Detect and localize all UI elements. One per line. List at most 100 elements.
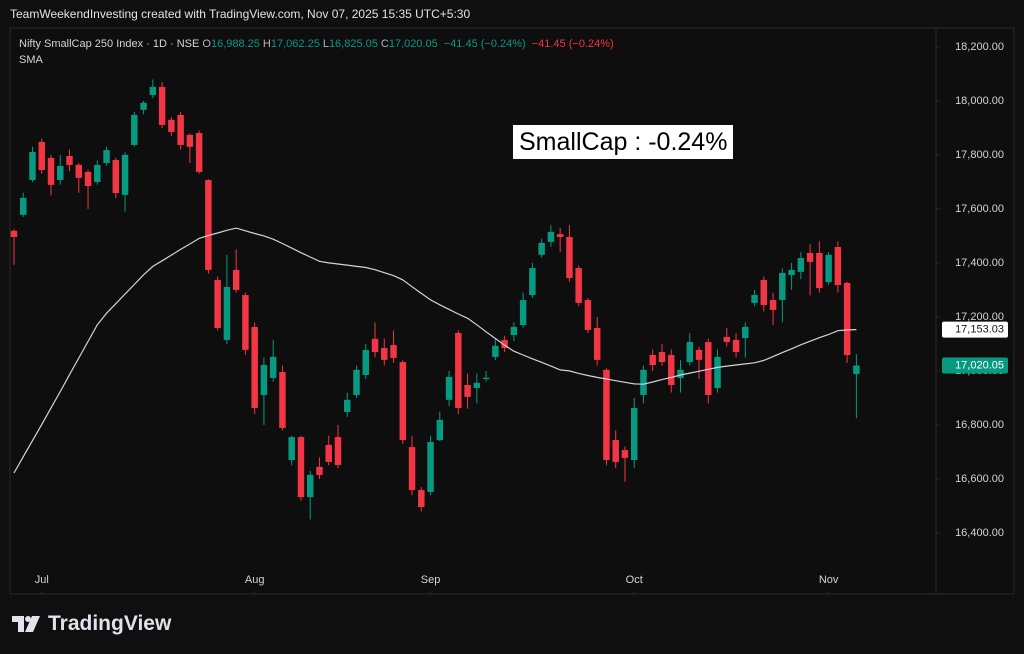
candle-body — [94, 164, 101, 182]
candle-body — [223, 286, 231, 340]
candle-body — [112, 160, 120, 193]
candle-body — [538, 242, 545, 255]
candle-body — [556, 234, 564, 238]
candle-body — [279, 372, 286, 428]
candle-body — [510, 326, 518, 336]
candle-body — [158, 86, 166, 125]
candle-body — [362, 349, 369, 375]
candle-body — [57, 165, 64, 181]
candle-body — [381, 347, 388, 360]
price-label-box — [942, 357, 1008, 374]
candle-body — [603, 369, 610, 461]
candle-body — [121, 154, 129, 195]
candle-body — [668, 355, 675, 385]
x-tick-label: Sep — [421, 574, 441, 586]
candle-body — [214, 279, 221, 329]
legend-prefix: L — [322, 38, 329, 50]
candle-body — [686, 342, 693, 363]
candle-body — [788, 269, 795, 276]
y-tick-label: 17,200.00 — [955, 311, 1004, 323]
candle-body — [806, 252, 814, 262]
candle-body — [75, 164, 83, 178]
price-label: 17,020.05 — [955, 359, 1004, 371]
legend: Nifty SmallCap 250 Index · 1D · NSE O16,… — [19, 36, 617, 68]
candle-body — [464, 384, 471, 397]
candle-body — [612, 440, 619, 462]
legend-change: −41.45 (−0.24%) — [443, 38, 526, 50]
candle-body — [19, 197, 27, 215]
legend-row: Nifty SmallCap 250 Index · 1D · NSE O16,… — [19, 36, 617, 52]
candle-body — [269, 356, 277, 378]
candle-body — [232, 269, 240, 290]
candle-body — [10, 230, 18, 238]
candle-body — [316, 466, 323, 475]
candle-body — [103, 150, 110, 164]
candle-body — [390, 345, 397, 358]
candle-body — [714, 356, 721, 388]
y-tick-label: 16,800.00 — [955, 419, 1004, 431]
logo-icon — [12, 616, 40, 632]
candle-body — [260, 365, 268, 395]
candle-body — [547, 231, 555, 242]
candle-body — [242, 295, 249, 350]
y-tick-label: 17,800.00 — [955, 149, 1004, 161]
candle-body — [566, 237, 573, 279]
legend-value: 16,825.05 — [328, 38, 378, 50]
candle-body — [47, 157, 55, 185]
candle-body — [29, 151, 36, 181]
candle-body — [732, 339, 740, 353]
legend-change: −41.45 (−0.24%) — [531, 38, 614, 50]
candle-body — [205, 180, 212, 270]
candle-body — [705, 342, 712, 395]
candle-body — [742, 326, 749, 339]
candle-body — [334, 437, 342, 465]
y-tick-label: 18,200.00 — [955, 41, 1004, 53]
candle-body — [288, 437, 295, 461]
candle-body — [751, 295, 758, 303]
candle-body — [177, 114, 184, 145]
candle-body — [66, 155, 73, 165]
candle-body — [584, 299, 592, 330]
legend-prefix: O — [202, 38, 211, 50]
legend-prefix: C — [380, 38, 389, 50]
candle-body — [408, 447, 416, 491]
candle-body — [825, 254, 832, 283]
candle-body — [593, 328, 601, 360]
candle-body — [131, 114, 138, 145]
candle-body — [371, 338, 379, 353]
annotation: SmallCap : -0.24% — [513, 125, 734, 159]
legend-value: 16,988.25 — [210, 38, 260, 50]
legend-prefix: H — [262, 38, 271, 50]
symbol: Nifty SmallCap 250 Index · 1D · NSE — [19, 38, 200, 50]
y-tick-label: 16,600.00 — [955, 473, 1004, 485]
candle-body — [251, 326, 258, 408]
candle-body — [445, 376, 453, 400]
candle-body — [649, 355, 656, 366]
x-tick-label: Aug — [245, 574, 265, 586]
price-label-box — [942, 321, 1008, 338]
candle-body — [353, 369, 360, 395]
candle-body — [418, 490, 425, 508]
candle-body — [473, 382, 481, 388]
candle-body — [84, 171, 92, 186]
candle-body — [575, 268, 582, 303]
sma-line — [13, 227, 857, 474]
candle-body — [640, 369, 647, 395]
footer: TradingView — [12, 612, 171, 636]
candle-body — [501, 339, 508, 348]
candle-body — [38, 141, 45, 171]
candle-body — [427, 441, 434, 492]
candle-body — [325, 444, 332, 462]
candle-body — [695, 349, 703, 360]
candle-body — [186, 134, 194, 147]
candle-body — [436, 419, 444, 441]
y-tick-label: 17,400.00 — [955, 257, 1004, 269]
candle-body — [297, 437, 305, 498]
legend-value: 17,020.05 — [388, 38, 438, 50]
candle-body — [834, 247, 842, 286]
candle-body — [843, 282, 851, 356]
y-tick-label: 17,600.00 — [955, 203, 1004, 215]
candle-body — [797, 258, 805, 272]
